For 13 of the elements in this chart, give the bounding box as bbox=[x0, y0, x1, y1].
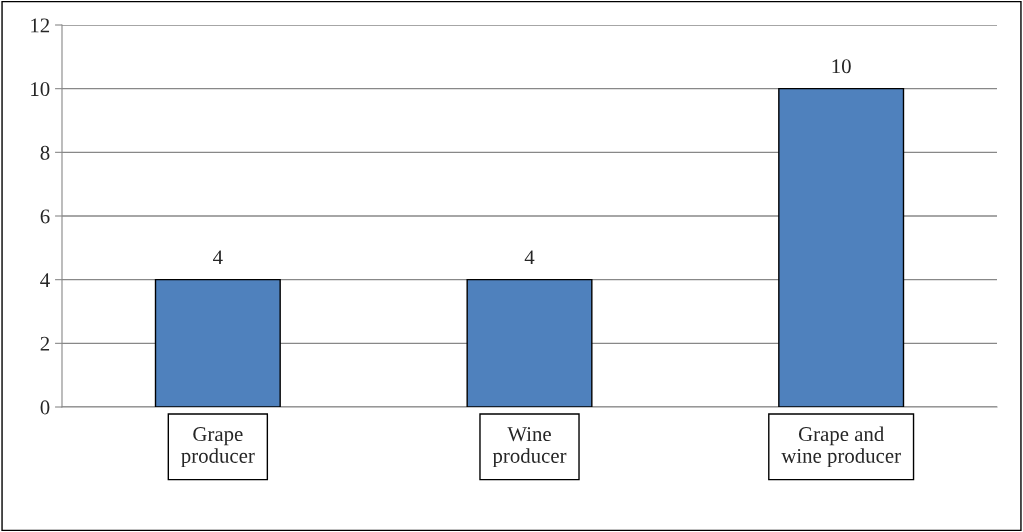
y-tick-label: 6 bbox=[40, 209, 50, 224]
y-tick-label: 8 bbox=[40, 145, 50, 160]
data-label: 4 bbox=[213, 250, 223, 265]
x-tick-label: Wine producer bbox=[492, 427, 567, 468]
data-label: 4 bbox=[524, 250, 535, 265]
y-tick-label: 0 bbox=[40, 400, 50, 415]
y-tick-label: 4 bbox=[40, 273, 50, 287]
x-tick-label: Grape and wine producer bbox=[781, 426, 901, 468]
data-label: 10 bbox=[832, 59, 851, 74]
y-tick-label: 2 bbox=[40, 336, 50, 351]
y-tick-label: 10 bbox=[31, 82, 50, 97]
x-tick-label: Grape producer bbox=[181, 427, 255, 468]
y-tick-label: 12 bbox=[31, 18, 50, 33]
